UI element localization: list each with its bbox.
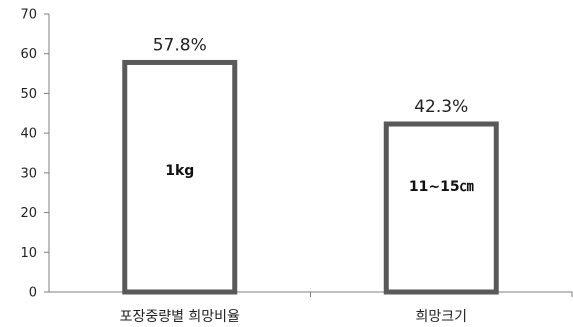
bar-inner-label: 1kg (165, 163, 194, 179)
bars-layer (122, 59, 499, 295)
y-tick-label: 20 (20, 206, 37, 221)
y-tick-label: 30 (20, 166, 37, 181)
y-tick-label: 40 (20, 127, 37, 142)
data-label: 57.8% (153, 35, 207, 55)
bar (383, 121, 499, 295)
x-category-label: 희망크기 (415, 309, 467, 325)
x-category-label: 포장중량별 희망비율 (120, 309, 240, 325)
y-tick-label: 50 (20, 87, 37, 102)
y-tick-label: 70 (20, 8, 37, 23)
y-tick-label: 10 (20, 246, 37, 261)
data-label: 42.3% (414, 97, 468, 117)
bar (122, 59, 238, 295)
bar-inner-label: 11~15㎝ (409, 179, 474, 195)
labels-layer: 57.8% 1kg 포장중량별 희망비율 42.3% 11~15㎝ 희망크기 (120, 35, 474, 325)
y-tick-label: 0 (29, 286, 37, 301)
y-tick-label: 60 (20, 47, 37, 62)
